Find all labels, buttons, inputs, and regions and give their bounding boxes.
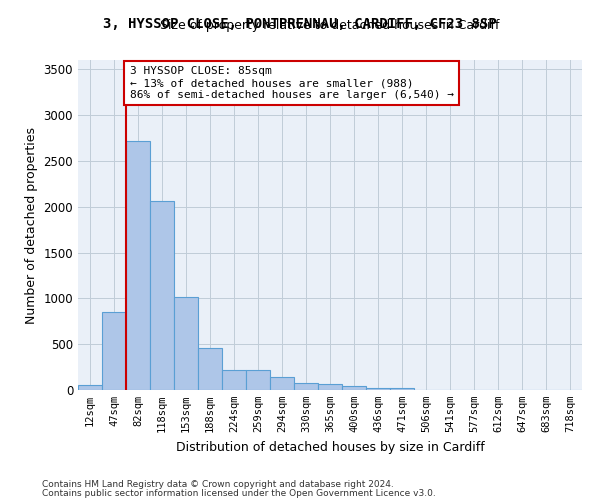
Text: Contains public sector information licensed under the Open Government Licence v3: Contains public sector information licen… (42, 488, 436, 498)
Bar (294, 383, 318, 390)
Bar (222, 370, 246, 390)
Bar (246, 370, 270, 390)
Bar (270, 377, 294, 390)
Bar (150, 201, 174, 390)
X-axis label: Distribution of detached houses by size in Cardiff: Distribution of detached houses by size … (176, 440, 484, 454)
Text: 3 HYSSOP CLOSE: 85sqm
← 13% of detached houses are smaller (988)
86% of semi-det: 3 HYSSOP CLOSE: 85sqm ← 13% of detached … (130, 66, 454, 100)
Bar (78, 384, 102, 390)
Bar (390, 388, 414, 390)
Bar (174, 298, 198, 390)
Text: 3, HYSSOP CLOSE, PONTPRENNAU, CARDIFF, CF23 8SP: 3, HYSSOP CLOSE, PONTPRENNAU, CARDIFF, C… (103, 18, 497, 32)
Bar (198, 348, 222, 390)
Bar (366, 388, 390, 390)
Bar (318, 384, 342, 390)
Title: Size of property relative to detached houses in Cardiff: Size of property relative to detached ho… (160, 20, 500, 32)
Y-axis label: Number of detached properties: Number of detached properties (25, 126, 38, 324)
Text: Contains HM Land Registry data © Crown copyright and database right 2024.: Contains HM Land Registry data © Crown c… (42, 480, 394, 489)
Bar (342, 386, 366, 390)
Bar (102, 312, 126, 390)
Bar (126, 140, 150, 390)
